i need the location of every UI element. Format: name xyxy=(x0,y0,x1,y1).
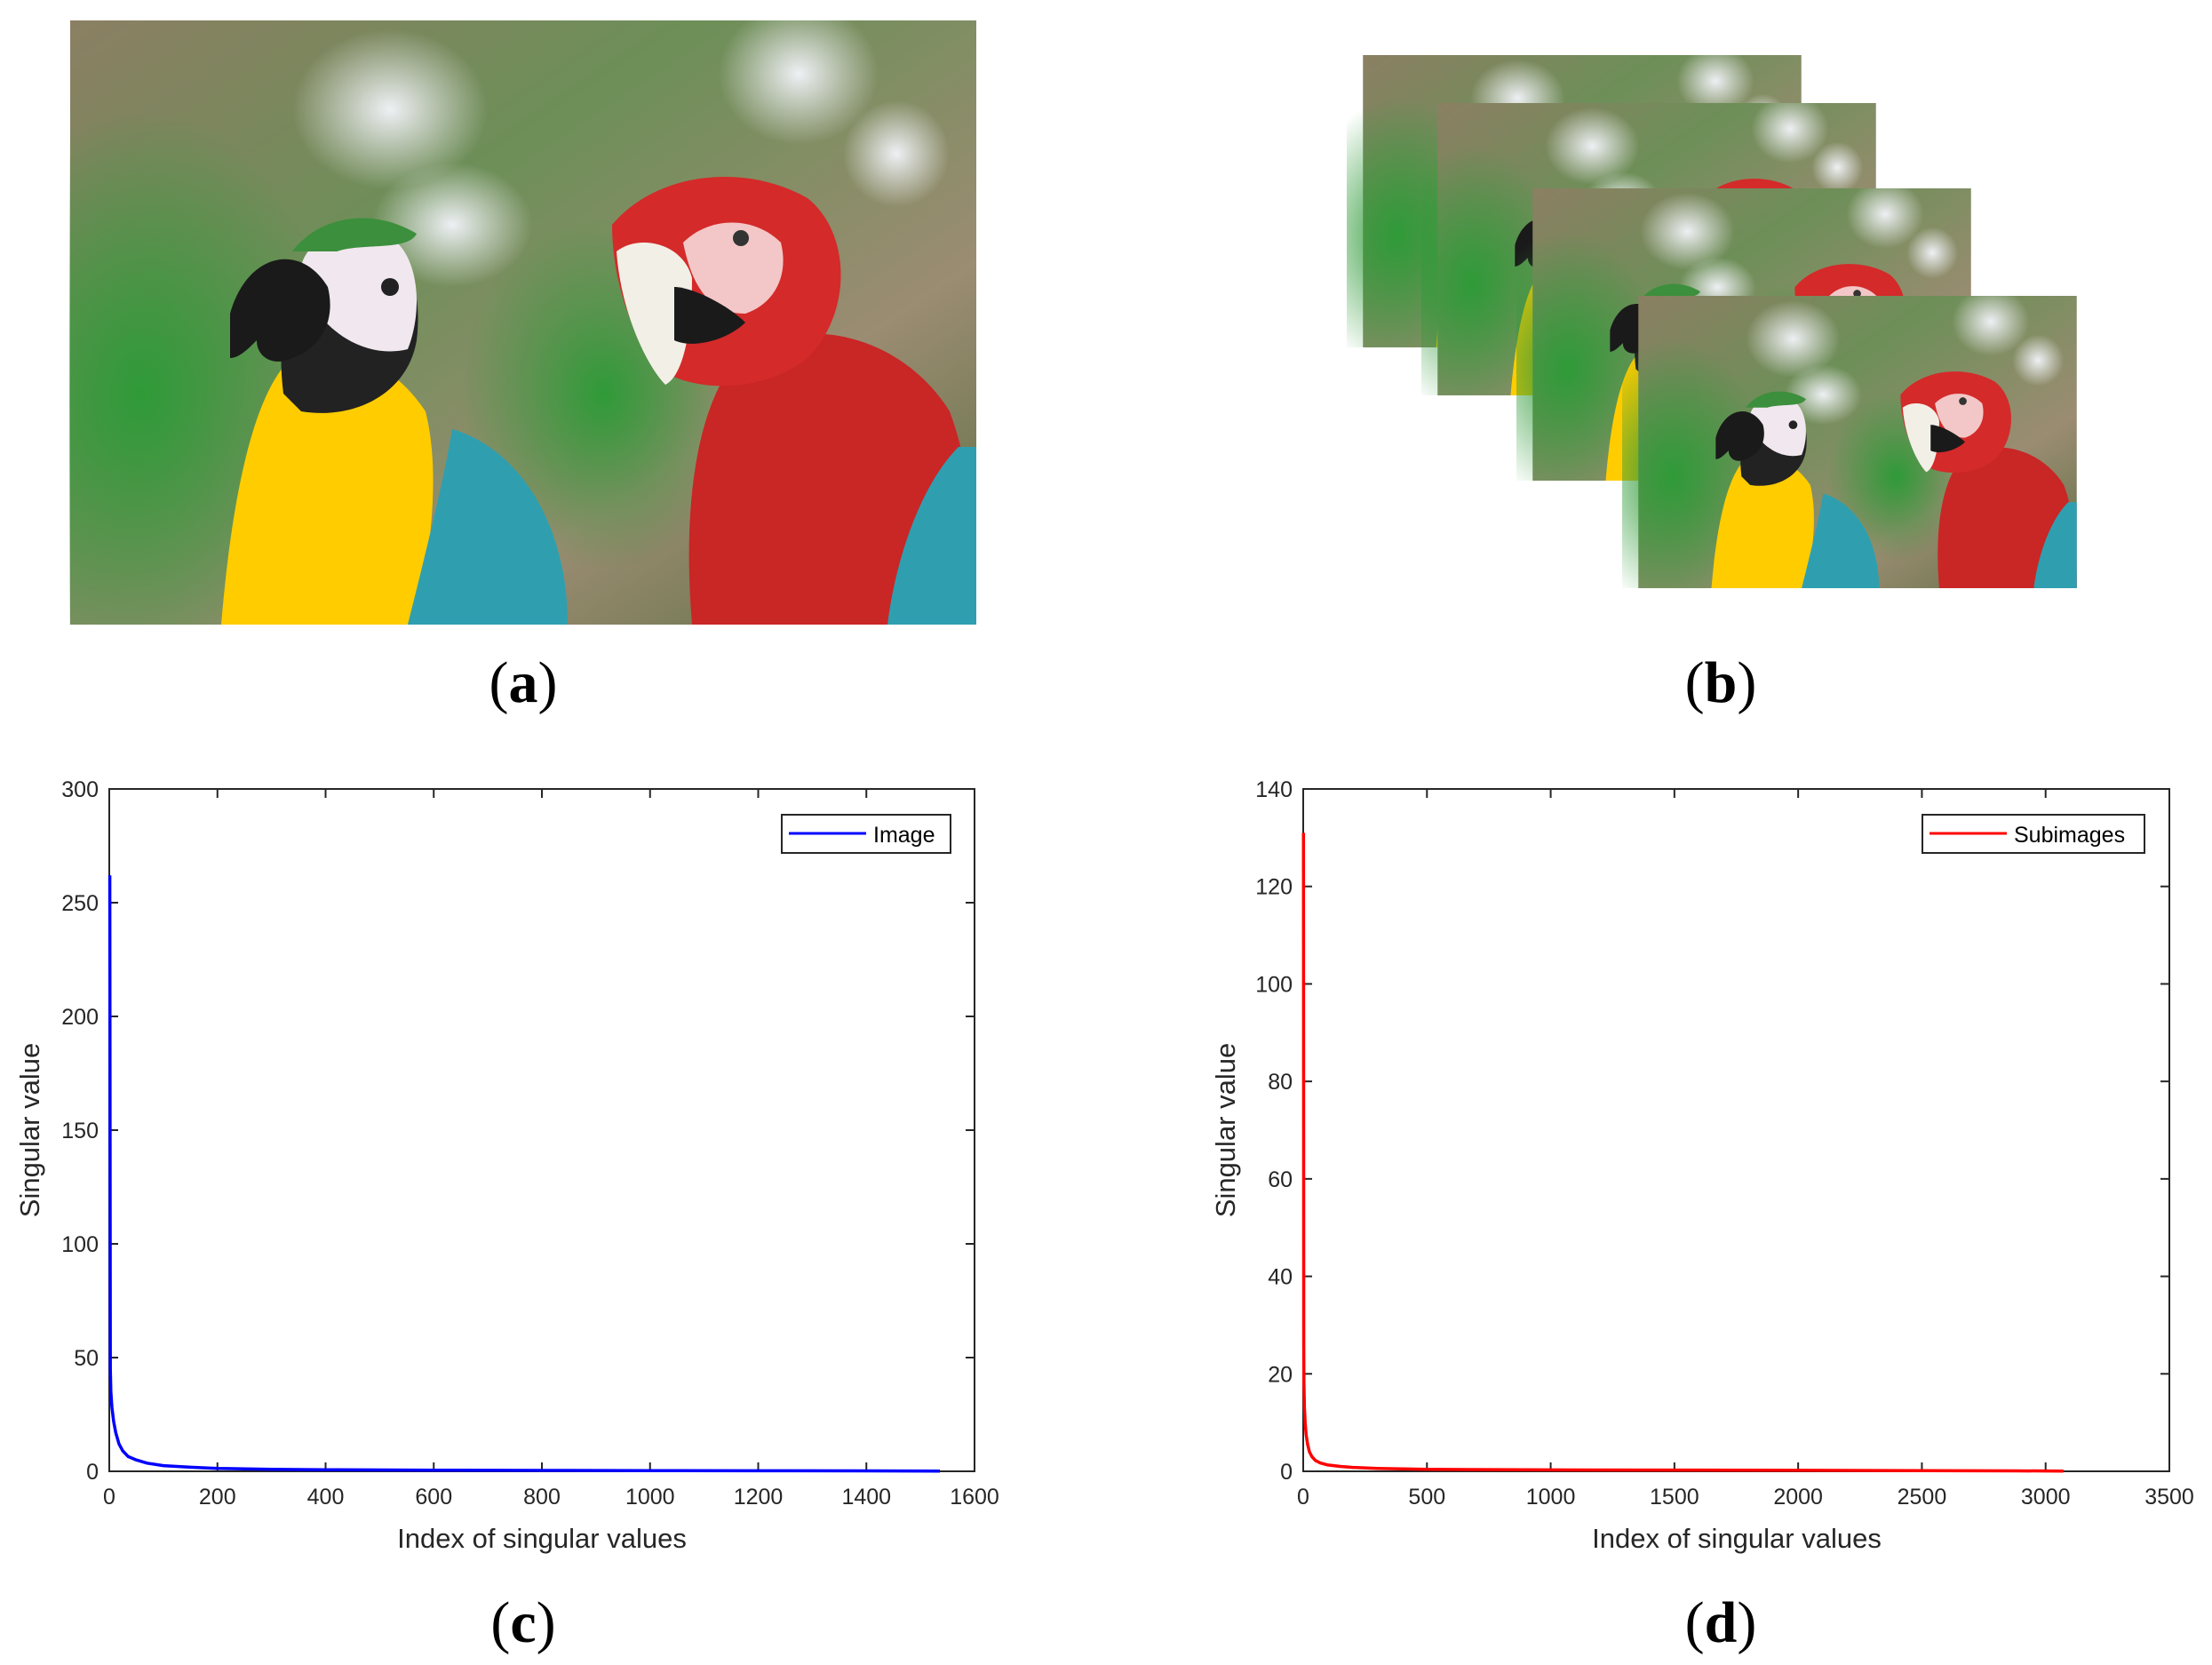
x-tick-label: 1200 xyxy=(734,1485,784,1510)
y-tick-label: 0 xyxy=(86,1460,99,1485)
x-tick-label: 200 xyxy=(199,1485,236,1510)
axes-box xyxy=(108,788,975,1472)
y-tick-label: 120 xyxy=(1255,875,1293,900)
legend: Image xyxy=(781,814,951,854)
panel-label-d: (d) xyxy=(1685,1590,1757,1655)
x-tick-label: 2000 xyxy=(1773,1485,1823,1510)
y-tick-label: 140 xyxy=(1255,777,1293,802)
axes-box xyxy=(1302,788,2170,1472)
y-tick-label: 100 xyxy=(1255,972,1293,997)
y-tick-label: 200 xyxy=(61,1005,99,1030)
y-axis-label: Singular value xyxy=(14,1043,45,1217)
x-tick-label: 3500 xyxy=(2144,1485,2194,1510)
x-tick-label: 600 xyxy=(415,1485,452,1510)
y-tick-label: 20 xyxy=(1268,1362,1293,1387)
ticks: 0 500 1000 1500 2000 2500 3000 3500 0 20 40 60 80 100… xyxy=(1255,777,2194,1510)
x-axis-label: Index of singular values xyxy=(1592,1523,1882,1554)
y-tick-label: 60 xyxy=(1268,1167,1293,1192)
y-tick-label: 80 xyxy=(1268,1070,1293,1095)
x-tick-label: 3000 xyxy=(2021,1485,2071,1510)
series-line-image xyxy=(107,875,941,1473)
x-tick-label: 400 xyxy=(307,1485,345,1510)
x-tick-label: 1000 xyxy=(625,1485,675,1510)
series-curves xyxy=(1301,832,2064,1473)
y-tick-label: 0 xyxy=(1280,1460,1293,1485)
panel-label-a: (a) xyxy=(489,650,558,715)
x-tick-label: 1500 xyxy=(1650,1485,1699,1510)
legend-label-image: Image xyxy=(873,823,935,848)
panel-label-b: (b) xyxy=(1685,650,1757,715)
series-curves xyxy=(107,875,941,1473)
x-tick-label: 0 xyxy=(1297,1485,1309,1510)
x-tick-label: 800 xyxy=(523,1485,561,1510)
y-axis-label: Singular value xyxy=(1210,1043,1241,1217)
x-tick-label: 1000 xyxy=(1526,1485,1576,1510)
y-tick-label: 300 xyxy=(61,777,99,802)
x-tick-label: 1600 xyxy=(950,1485,999,1510)
image-subimages-stack xyxy=(1347,55,2077,588)
y-tick-label: 150 xyxy=(61,1119,99,1143)
y-tick-label: 100 xyxy=(61,1232,99,1257)
chart-subimages-singular-values: 0 500 1000 1500 2000 2500 3000 3500 0 20 40 60 80 100… xyxy=(1210,777,2194,1554)
series-line-subimages xyxy=(1301,832,2064,1473)
x-tick-label: 1400 xyxy=(841,1485,891,1510)
subimage-4 xyxy=(1622,296,2077,588)
ticks: 0 200 400 600 800 1000 1200 1400 1600 0 50 100 150 20… xyxy=(61,777,999,1510)
x-tick-label: 0 xyxy=(103,1485,115,1510)
x-axis-label: Index of singular values xyxy=(397,1523,687,1554)
legend: Subimages xyxy=(1922,814,2145,854)
y-tick-label: 250 xyxy=(61,891,99,916)
y-tick-label: 50 xyxy=(74,1346,99,1371)
y-tick-label: 40 xyxy=(1268,1265,1293,1290)
image-parrots xyxy=(69,20,976,625)
chart-image-singular-values: 0 200 400 600 800 1000 1200 1400 1600 0 50 100 150 20… xyxy=(14,777,999,1554)
x-tick-label: 500 xyxy=(1408,1485,1445,1510)
parrots-photo xyxy=(69,20,976,625)
x-tick-label: 2500 xyxy=(1898,1485,1947,1510)
panel-label-c: (c) xyxy=(490,1590,555,1655)
legend-label-subimages: Subimages xyxy=(2014,823,2125,848)
